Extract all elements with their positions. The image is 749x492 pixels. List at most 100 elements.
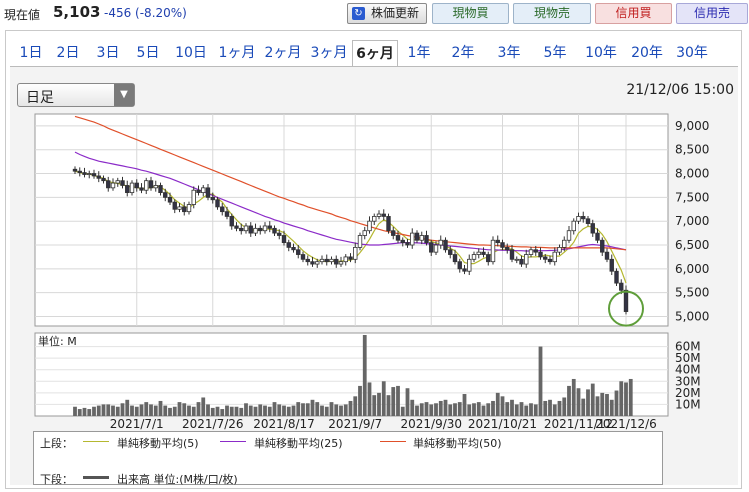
volume-bar [486,403,491,416]
candle-body [505,246,510,251]
tab-13[interactable]: 5年 [543,45,567,61]
price-y-tick: 6,000 [675,262,709,276]
candle-body [272,227,277,234]
candle-body [101,177,106,182]
candle-body [600,239,605,253]
candle-body [201,187,206,194]
margin-buy-button[interactable]: 信用買 [595,3,672,24]
volume-bar [343,404,348,416]
volume-bar [296,402,301,416]
volume-bar [263,405,267,416]
volume-bar [324,406,329,416]
tab-12[interactable]: 3年 [497,45,521,61]
volume-bar [177,402,182,416]
volume-bar [244,403,248,416]
candle-body [410,232,415,246]
volume-bar [206,404,210,416]
cash-buy-button[interactable]: 現物買 [432,3,509,24]
volume-bar [438,400,443,416]
legend-ma25-line [220,441,246,442]
tab-7[interactable]: 2ヶ月 [264,45,302,61]
tab-15[interactable]: 20年 [631,45,663,61]
candle-body [91,173,97,177]
candle-body [571,220,576,232]
candle-body [215,199,220,208]
tab-4[interactable]: 5日 [136,45,160,61]
candle-body [296,249,301,255]
chart-legend: 上段： 単純移動平均(5) 単純移動平均(25) 単純移動平均(50) 下段： … [33,431,663,486]
volume-bar [149,404,153,416]
candle-body [405,242,410,246]
volume-bar [120,403,125,416]
legend-ma50-line [380,441,406,442]
candle-body [528,249,534,255]
x-tick: 2021/9/7 [328,417,382,431]
legend-upper-caption: 上段： [40,437,73,450]
candle-body [581,216,586,220]
tab-8[interactable]: 3ヶ月 [310,45,348,61]
candle-body [77,170,82,173]
candle-body [220,206,225,213]
candle-body [476,251,481,255]
volume-bar [334,404,339,416]
tab-9[interactable]: 6ヶ月 [352,40,398,66]
candle-body [457,261,462,270]
volume-bar [286,406,291,416]
volume-bar [77,409,82,416]
tab-14[interactable]: 10年 [585,45,617,61]
volume-bar [381,381,386,416]
volume-bar [73,406,77,416]
tab-6[interactable]: 1ヶ月 [218,45,256,61]
volume-bar [291,405,296,416]
volume-bar [457,402,462,416]
volume-bar [453,403,457,416]
volume-bar [590,383,595,416]
candle-body [248,225,253,234]
price-y-tick: 9,000 [675,119,709,133]
tab-11[interactable]: 2年 [451,45,475,61]
refresh-icon: ↻ [352,7,365,20]
tab-3[interactable]: 3日 [96,45,120,61]
volume-bar [548,399,552,416]
volume-bar [614,390,619,416]
legend-ma50-label: 単純移動平均(50) [413,437,502,450]
volume-bar [220,409,225,416]
volume-bar [581,398,586,416]
volume-bar [429,404,434,416]
price-y-tick: 8,500 [675,143,709,157]
candle-body [186,204,192,213]
tab-1[interactable]: 1日 [19,45,43,61]
volume-bar [524,405,529,416]
volume-bar [386,395,391,416]
cash-sell-button[interactable]: 現物売 [513,3,591,24]
volume-bar [410,399,415,416]
tab-16[interactable]: 30年 [676,45,708,61]
candle-body [414,232,420,241]
candle-body [329,258,334,263]
volume-bar [329,402,334,416]
candle-body [524,254,529,265]
interval-select[interactable]: 日足 ▼ [17,83,135,107]
candle-body [267,225,272,229]
tab-10[interactable]: 1年 [407,45,431,61]
tab-5[interactable]: 10日 [175,45,207,61]
volume-bar [348,400,353,416]
volume-bar [92,406,96,416]
candle-body [353,246,358,260]
legend-lower-caption: 下段： [40,473,73,486]
candle-body [443,239,448,251]
volume-bar [491,400,495,416]
volume-bar [253,406,258,416]
candle-body [381,213,386,217]
volume-bar [571,378,576,416]
volume-bar [106,404,111,416]
candle-body [139,187,144,191]
update-price-button[interactable]: ↻ 株価更新 [347,3,427,24]
candle-body [519,258,524,265]
volume-bar [619,381,624,416]
margin-sell-button[interactable]: 信用売 [676,3,748,24]
volume-y-tick: 40M [675,363,701,377]
volume-bar [134,406,139,416]
tab-2[interactable]: 2日 [56,45,80,61]
